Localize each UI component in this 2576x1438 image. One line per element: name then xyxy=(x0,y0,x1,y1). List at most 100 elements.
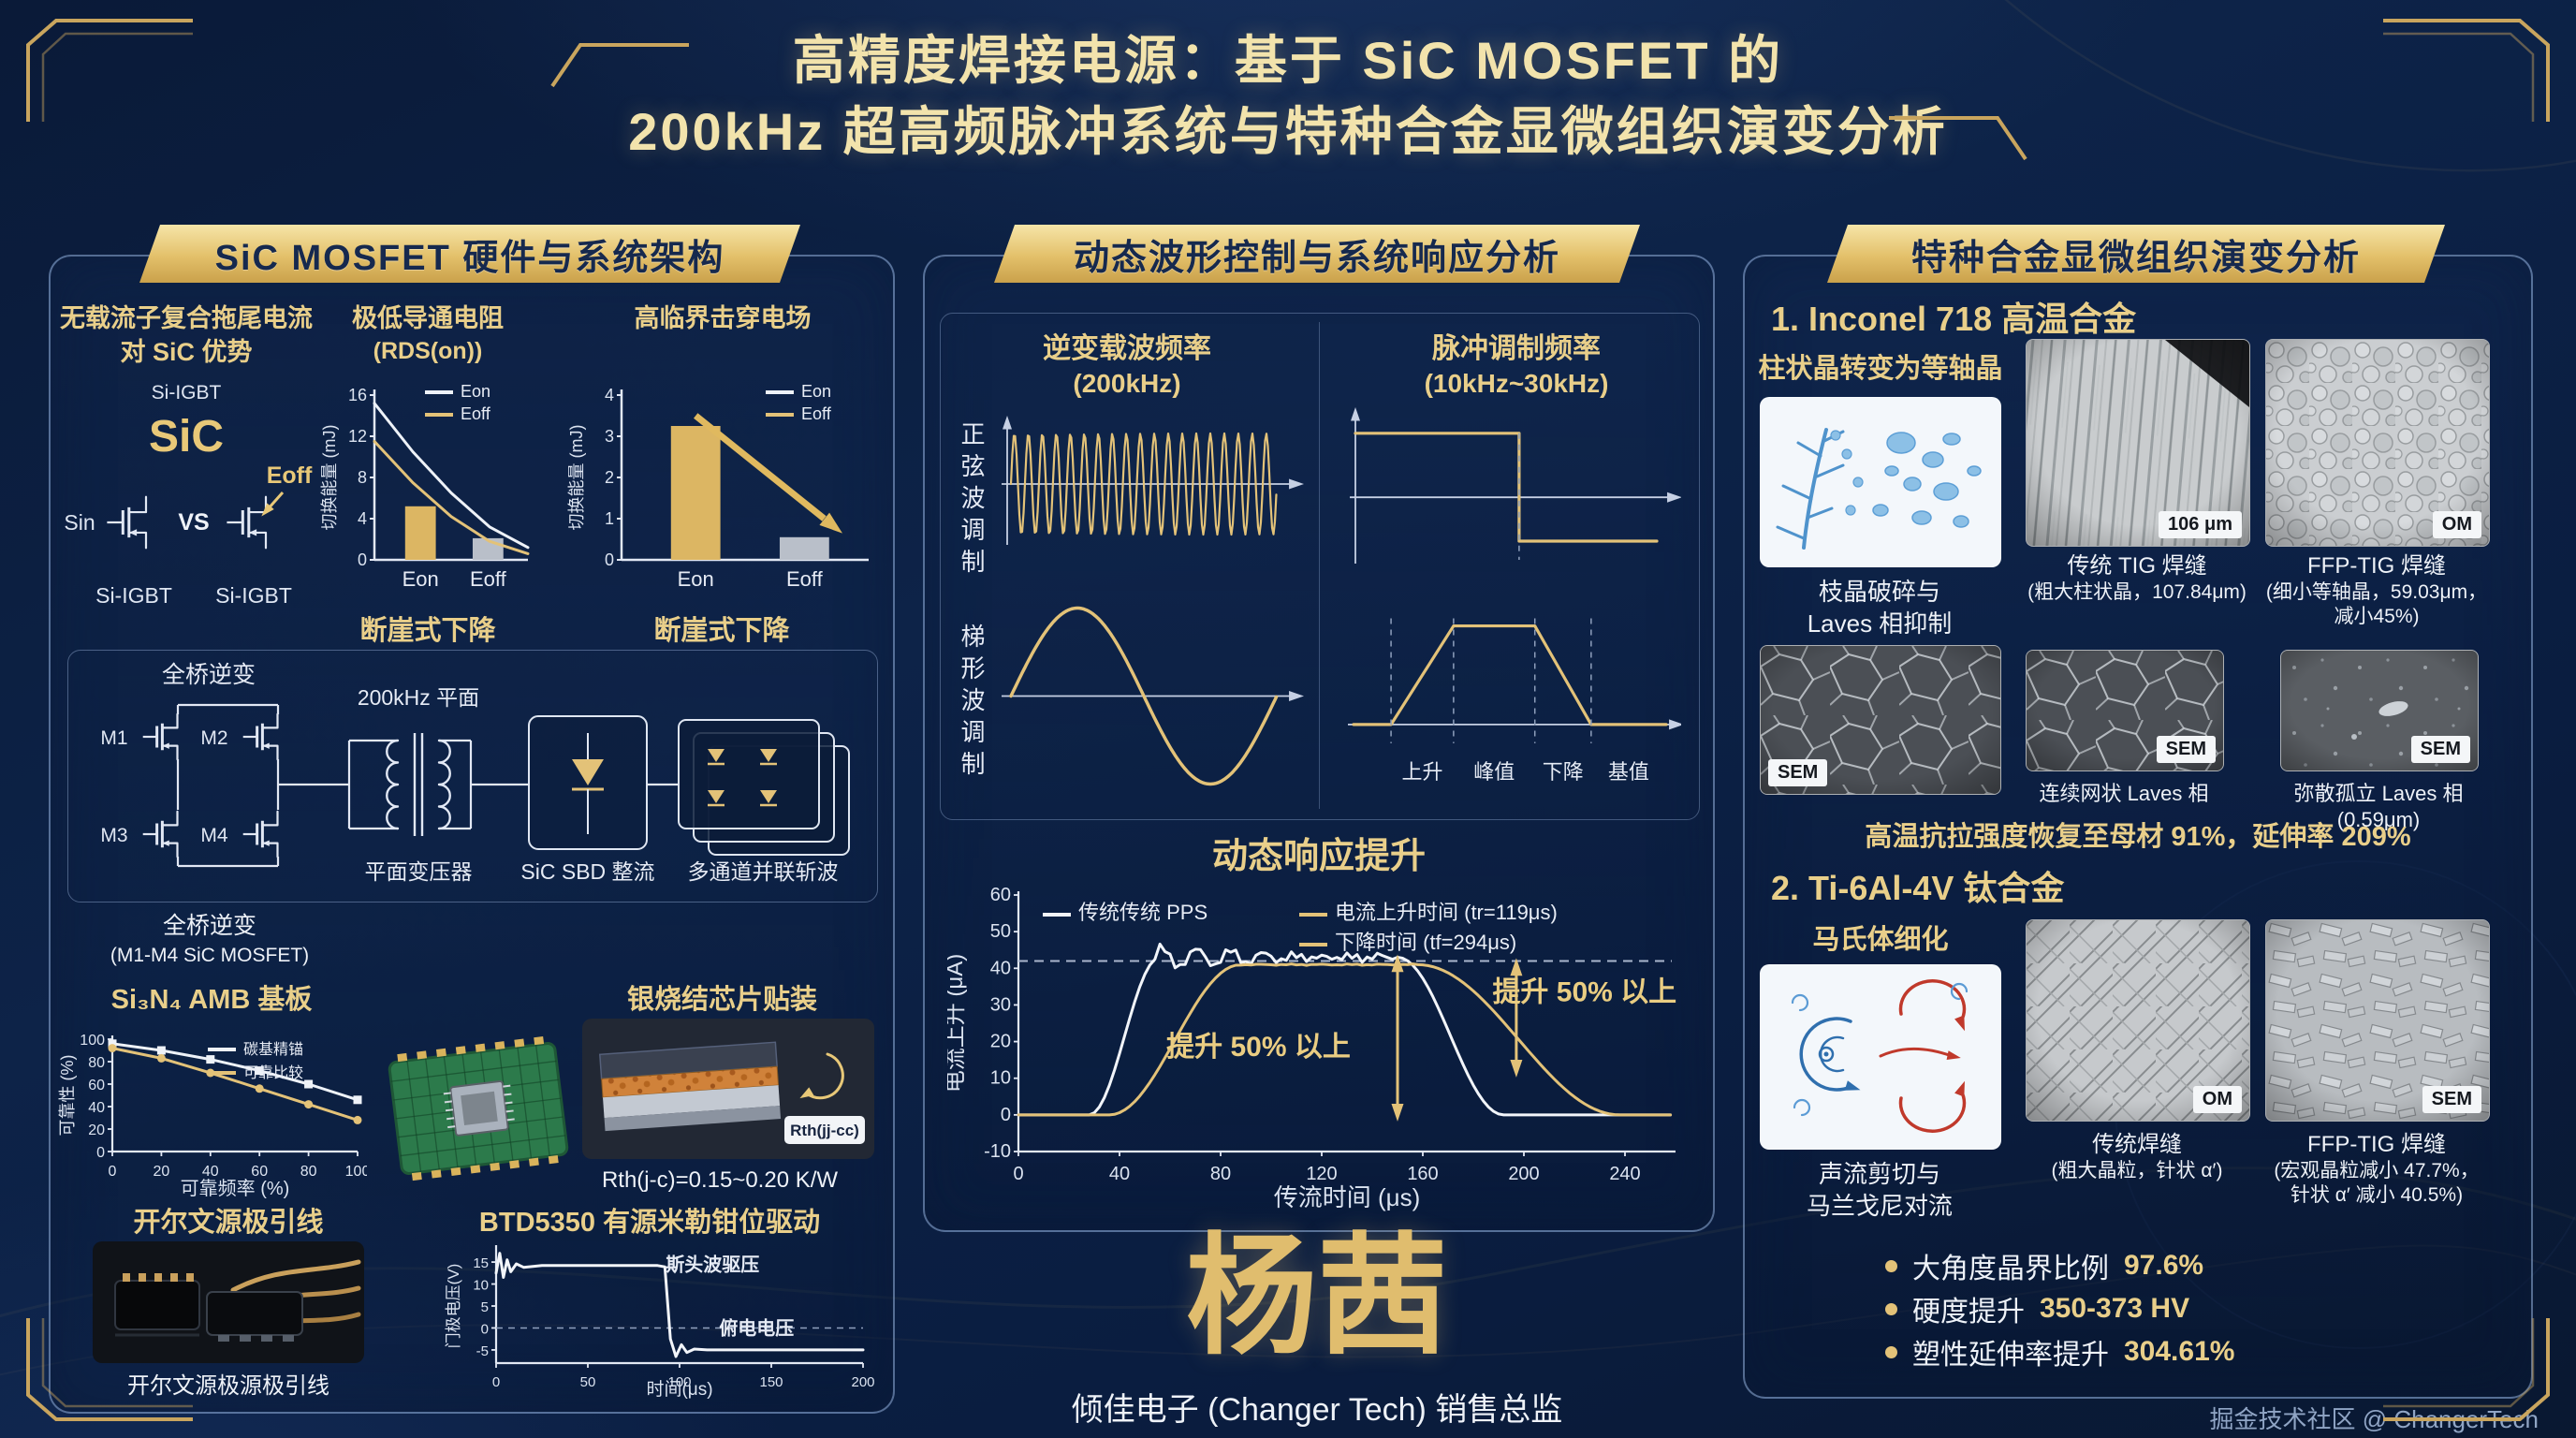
stat-bullet-hardness: 硬度提升 350-373 HV xyxy=(1885,1288,2189,1329)
svg-text:0: 0 xyxy=(492,1374,500,1390)
svg-text:全桥逆变: 全桥逆变 xyxy=(162,662,256,688)
micrograph-tig-weld: 106 μm xyxy=(2026,339,2250,547)
svg-text:上升: 上升 xyxy=(1401,760,1442,784)
micrograph-sem-large: SEM xyxy=(1760,645,2001,795)
rdson-bar-chart: 0 4 8 12 16 Eon Eoff Eon Eoff 切换能量 (mJ) xyxy=(320,367,535,603)
btd-title: BTD5350 有源米勒钳位驱动 xyxy=(478,1208,821,1238)
waveform-divider xyxy=(1319,322,1320,809)
svg-text:50: 50 xyxy=(580,1374,596,1390)
svg-text:200: 200 xyxy=(1508,1164,1539,1184)
svg-text:160: 160 xyxy=(1407,1164,1438,1184)
svg-text:俯电电压: 俯电电压 xyxy=(719,1317,794,1340)
svg-text:-5: -5 xyxy=(476,1343,489,1359)
svg-text:切换能量 (mJ): 切换能量 (mJ) xyxy=(320,425,339,531)
svg-text:20: 20 xyxy=(154,1164,170,1180)
svg-text:M2: M2 xyxy=(200,727,227,749)
svg-text:50: 50 xyxy=(990,921,1011,942)
signature-role: 倾佳电子 (Changer Tech) 销售总监 xyxy=(1071,1392,1563,1428)
micrograph-ti-traditional: OM xyxy=(2026,919,2250,1122)
svg-text:传统传统 PPS: 传统传统 PPS xyxy=(1078,901,1208,924)
trapezoid-modulation-label: 梯形波调制 xyxy=(958,624,986,783)
carrier-title-line1: 逆变载波频率 xyxy=(1043,333,1211,364)
svg-text:斯头波驱压: 斯头波驱压 xyxy=(666,1253,759,1275)
svg-text:Sin: Sin xyxy=(64,510,95,535)
svg-text:240: 240 xyxy=(1609,1164,1640,1184)
stat-value: 97.6% xyxy=(2124,1250,2204,1281)
kelvin-caption: 开尔文源极源极引线 xyxy=(127,1373,329,1399)
ffp-caption-line2: (细小等轴晶，59.03μm， xyxy=(2265,581,2488,603)
bullet-dot-icon xyxy=(1885,1302,1897,1315)
laves-network-caption: 连续网状 Laves 相 xyxy=(2039,782,2209,805)
svg-text:40: 40 xyxy=(1109,1164,1130,1184)
field-title: 高临界击穿电场 xyxy=(634,304,812,332)
waveform-box xyxy=(940,313,1700,820)
svg-text:VS: VS xyxy=(178,509,209,536)
svg-text:提升 50% 以上: 提升 50% 以上 xyxy=(1166,1032,1351,1063)
panel-alloy: 1. Inconel 718 高温合金 柱状晶转变为等轴晶 枝晶破碎与 Lave… xyxy=(1743,255,2533,1399)
svg-text:120: 120 xyxy=(1306,1164,1337,1184)
svg-text:40: 40 xyxy=(990,958,1011,978)
svg-text:1: 1 xyxy=(605,509,614,528)
corner-ornament-icon xyxy=(26,1318,193,1421)
silver-sinter-stack-figure: Rth(jj-cc) xyxy=(582,1019,874,1159)
pulse-title-line2: (10kHz~30kHz) xyxy=(1424,369,1609,398)
corner-ornament-icon xyxy=(2383,1318,2550,1421)
svg-text:Eoff: Eoff xyxy=(461,404,491,423)
svg-text:0: 0 xyxy=(96,1145,105,1161)
panel-waveform: 逆变载波频率 (200kHz) 正弦波调制 梯形波调制 脉冲调制频率 (10kH… xyxy=(923,255,1715,1232)
svg-text:30: 30 xyxy=(990,994,1011,1015)
svg-text:Eon: Eon xyxy=(402,567,439,591)
inconel-title: 1. Inconel 718 高温合金 xyxy=(1771,300,2137,338)
svg-text:切换能量 (mJ): 切换能量 (mJ) xyxy=(567,425,586,531)
svg-text:传流时间 (μs): 传流时间 (μs) xyxy=(1274,1183,1421,1211)
svg-text:Eoff: Eoff xyxy=(786,567,824,591)
scale-bar-badge: 106 μm xyxy=(2159,511,2242,538)
micrograph-laves-isolated: SEM xyxy=(2280,650,2479,771)
column-header-waveform-label: 动态波形控制与系统响应分析 xyxy=(1073,238,1560,278)
carrier-smooth-waveform xyxy=(996,586,1305,806)
svg-text:0: 0 xyxy=(605,550,614,569)
ti-trad-caption-line1: 传统焊缝 xyxy=(2092,1132,2182,1157)
sem-badge: SEM xyxy=(2156,736,2216,763)
ffp-caption-line3: 减小45%) xyxy=(2334,606,2420,627)
ti-ffp-caption-line2: (宏观晶粒减小 47.7%， xyxy=(2274,1160,2480,1181)
title-flourish-icon xyxy=(1889,116,2027,161)
poster-title-line1: 高精度焊接电源：基于 SiC MOSFET 的 xyxy=(792,31,1784,90)
micrograph-laves-network: SEM xyxy=(2026,650,2224,771)
svg-text:Eon: Eon xyxy=(461,382,490,401)
svg-text:0: 0 xyxy=(481,1321,489,1337)
svg-text:Eoff: Eoff xyxy=(267,462,313,489)
svg-text:门极电压(V): 门极电压(V) xyxy=(445,1264,462,1349)
svg-text:下降: 下降 xyxy=(1543,760,1584,784)
title-flourish-icon xyxy=(550,43,689,88)
svg-text:4: 4 xyxy=(358,509,367,528)
rdson-title-line1: 极低导通电阻 xyxy=(352,304,504,332)
svg-text:60: 60 xyxy=(990,885,1011,905)
carrier-title-line2: (200kHz) xyxy=(1073,369,1181,398)
bridge-caption-line2: (M1-M4 SiC MOSFET) xyxy=(110,945,310,966)
svg-text:2: 2 xyxy=(605,468,614,487)
gate-drive-chart: -5 0 5 10 15 0 50 100 150 200 斯头波驱压 俯电电压 门极电压(V) 时间(μ… xyxy=(444,1238,874,1404)
svg-text:下降时间 (tf=294μs): 下降时间 (tf=294μs) xyxy=(1335,931,1516,954)
titanium-title: 2. Ti-6Al-4V 钛合金 xyxy=(1771,869,2065,907)
svg-text:0: 0 xyxy=(1013,1164,1023,1184)
svg-text:提升 50% 以上: 提升 50% 以上 xyxy=(1492,977,1676,1008)
rdson-title-line2: (RDS(on)) xyxy=(373,338,483,364)
svg-text:Eon: Eon xyxy=(678,567,714,591)
inconel-subtitle: 柱状晶转变为等轴晶 xyxy=(1758,354,2003,384)
svg-text:Si-IGBT: Si-IGBT xyxy=(95,583,172,608)
stat-label: 大角度晶界比例 xyxy=(1912,1254,2109,1284)
svg-text:M3: M3 xyxy=(100,825,127,846)
svg-text:40: 40 xyxy=(202,1164,219,1180)
ffp-caption-line1: FFP-TIG 焊缝 xyxy=(2307,553,2446,579)
svg-text:3: 3 xyxy=(605,427,614,446)
svg-text:200: 200 xyxy=(851,1374,874,1390)
corner-ornament-icon xyxy=(26,19,193,122)
micrograph-ti-ffp: SEM xyxy=(2265,919,2490,1122)
svg-text:碳基精锚: 碳基精锚 xyxy=(243,1041,303,1058)
flow-caption-line1: 声流剪切与 xyxy=(1818,1160,1940,1188)
om-badge: OM xyxy=(2192,1086,2242,1113)
svg-text:0: 0 xyxy=(109,1164,117,1180)
stat-value: 350-373 HV xyxy=(2040,1293,2190,1324)
